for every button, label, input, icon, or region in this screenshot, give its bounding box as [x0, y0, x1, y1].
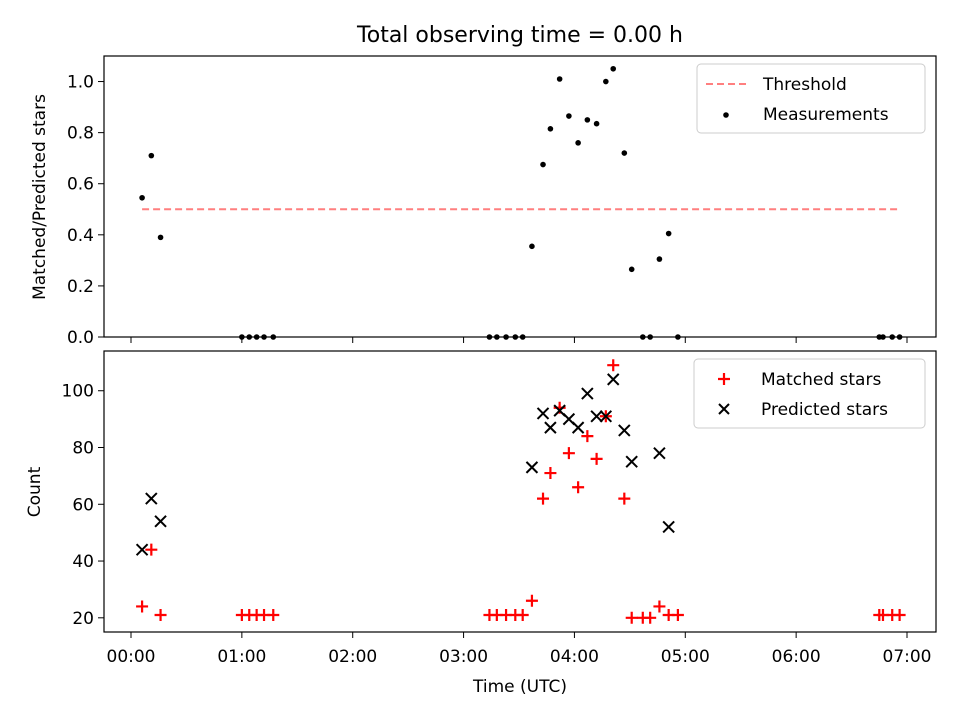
bottom-ylabel: Count: [25, 466, 45, 517]
bottom-legend: Matched stars Predicted stars: [693, 358, 926, 429]
bottom-ytick-label: 100: [62, 382, 94, 402]
matched-point: [537, 492, 550, 505]
bottom-xtick-label: 02:00: [328, 647, 377, 667]
matched-point: [893, 608, 906, 621]
measurement-point: [139, 194, 145, 201]
predicted-point: [154, 515, 167, 528]
bottom-ytick-label: 20: [72, 609, 94, 629]
top-y-ticks: 0.0 0.2 0.4 0.6 0.8 1.0: [67, 73, 104, 348]
matched-point: [618, 492, 631, 505]
legend-matched-label: Matched stars: [761, 370, 881, 390]
measurement-point: [529, 243, 535, 250]
bottom-xlabel: Time (UTC): [472, 677, 567, 697]
matched-point: [267, 608, 280, 621]
matched-point: [653, 600, 666, 613]
matched-point: [671, 608, 684, 621]
predicted-point: [590, 410, 603, 423]
measurement-point: [656, 256, 663, 262]
measurement-point: [628, 266, 635, 273]
bottom-xtick-label: 06:00: [772, 647, 821, 667]
top-ytick-label: 0.0: [67, 328, 94, 348]
measurement-point: [610, 65, 617, 72]
bottom-ytick-label: 60: [72, 495, 94, 515]
top-ytick-label: 0.8: [67, 124, 94, 144]
top-panel: Total observing time = 0.00 h 0.00.20.40…: [30, 23, 937, 348]
measurement-point: [566, 113, 572, 119]
top-ylabel: Matched/Predicted stars: [30, 94, 50, 300]
predicted-point: [607, 373, 620, 386]
legend-measurements-label: Measurements: [763, 105, 889, 125]
top-axes-frame: [103, 55, 937, 338]
measurement-point: [593, 120, 600, 127]
top-legend: Threshold Measurements: [696, 63, 926, 134]
measurement-point: [665, 230, 672, 237]
measurement-point: [547, 126, 554, 132]
legend-predicted-swatch: [718, 403, 730, 415]
top-ytick-label: 0.6: [67, 175, 94, 195]
top-title: Total observing time = 0.00 h: [356, 23, 683, 48]
matched-point: [607, 359, 620, 372]
matched-point: [516, 608, 529, 621]
bottom-legend-box: [693, 358, 926, 429]
predicted-point: [135, 543, 149, 556]
bottom-xtick-label: 05:00: [661, 647, 710, 667]
bottom-xtick-label: 03:00: [439, 647, 488, 667]
predicted-point: [599, 410, 613, 423]
bottom-panel: 20 40 60 80 100 00:00 01:00 02:00 03:00 04:00 05:…: [25, 350, 937, 697]
bottom-y-ticks: 20 40 60 80 100: [62, 382, 104, 629]
top-legend-box: [696, 63, 926, 134]
matched-point: [145, 543, 158, 556]
bottom-xtick-label: 00:00: [107, 647, 156, 667]
bottom-axes-frame: [103, 350, 937, 633]
predicted-point: [536, 407, 550, 420]
predicted-point: [618, 424, 631, 437]
legend-matched-swatch: [718, 373, 730, 385]
legend-measurements-swatch: [723, 112, 729, 118]
measurement-point: [603, 78, 609, 85]
predicted-point: [525, 461, 539, 474]
top-ytick-label: 1.0: [67, 73, 94, 93]
predicted-point: [653, 446, 666, 460]
predicted-point: [581, 387, 594, 400]
predicted-point: [625, 455, 638, 468]
predicted-point: [571, 421, 585, 434]
bottom-xtick-label: 04:00: [550, 647, 599, 667]
measurement-point: [556, 76, 563, 82]
bottom-xtick-label: 07:00: [883, 647, 932, 667]
measurement-point: [575, 140, 581, 146]
measurement-point: [621, 150, 628, 156]
matched-point: [525, 594, 538, 607]
matched-point: [644, 611, 657, 624]
top-ytick-label: 0.2: [67, 277, 94, 297]
top-ytick-label: 0.4: [67, 226, 94, 246]
measurement-point: [157, 234, 164, 241]
matched-point: [572, 481, 585, 494]
matched-point: [136, 600, 149, 613]
predicted-point: [544, 421, 557, 434]
legend-predicted-label: Predicted stars: [761, 400, 888, 420]
bottom-xtick-label: 01:00: [217, 647, 266, 667]
matched-point: [625, 611, 638, 624]
measurement-point: [540, 161, 546, 168]
matched-point: [154, 608, 167, 621]
matched-point: [590, 452, 603, 465]
legend-threshold-label: Threshold: [762, 75, 847, 95]
matched-point: [581, 430, 594, 443]
matched-point: [544, 467, 557, 480]
bottom-ytick-label: 40: [72, 552, 94, 572]
measurement-point: [584, 117, 591, 123]
predicted-points: [135, 373, 675, 556]
bottom-x-ticks: 00:00 01:00 02:00 03:00 04:00 05:00 06:00 07:00: [107, 632, 932, 667]
predicted-point: [145, 492, 158, 505]
matched-point: [562, 447, 575, 460]
predicted-point: [662, 520, 675, 534]
bottom-ytick-label: 80: [72, 439, 94, 459]
measurement-point: [148, 152, 155, 159]
